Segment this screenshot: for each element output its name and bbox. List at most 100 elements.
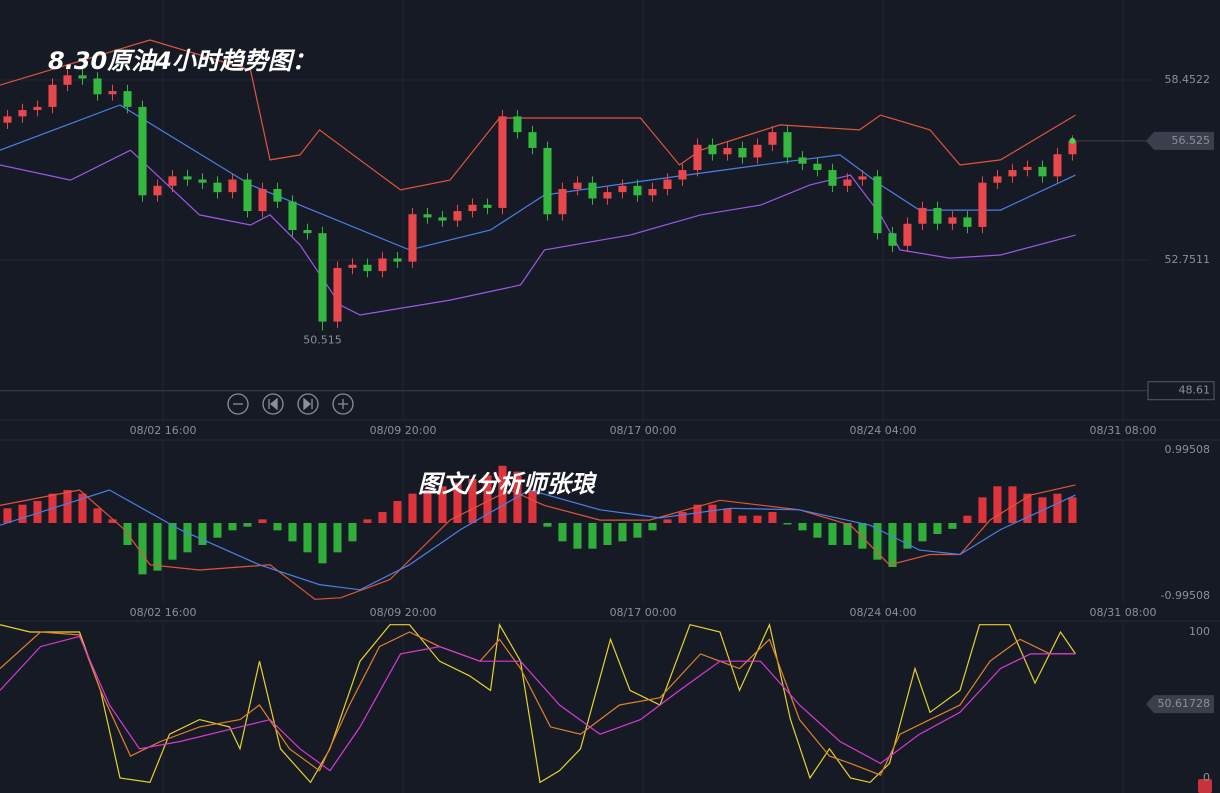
histogram-bar <box>1068 497 1077 523</box>
histogram-bar <box>858 523 867 549</box>
histogram-bar <box>843 523 852 546</box>
candle-body <box>858 176 867 180</box>
candle-body <box>78 75 87 79</box>
candle-body <box>903 223 912 246</box>
candle-body <box>258 188 267 212</box>
histogram-bar <box>588 523 597 549</box>
histogram-bar <box>153 523 162 571</box>
candle-body <box>273 188 282 202</box>
histogram-bar <box>33 500 42 523</box>
y-tick-label: 52.7511 <box>1165 253 1211 266</box>
candle-body <box>603 192 612 199</box>
candle-body <box>708 144 717 155</box>
histogram-bar <box>933 523 942 535</box>
candle-body <box>633 185 642 196</box>
x-tick-label: 08/31 08:00 <box>1090 424 1157 437</box>
histogram-bar <box>78 493 87 523</box>
candle-body <box>783 132 792 158</box>
candle-body <box>453 211 462 221</box>
chart-title: 8.30原油4小时趋势图： <box>48 47 316 75</box>
y-tick-label: 58.4522 <box>1165 73 1211 86</box>
indicator-line <box>0 622 1076 784</box>
histogram-bar <box>108 519 117 523</box>
histogram-bar <box>978 497 987 523</box>
icon <box>303 397 313 411</box>
histogram-bar <box>138 523 147 575</box>
indicator-line <box>0 489 1076 591</box>
zoom-in-button[interactable] <box>332 393 354 415</box>
zoom-controls <box>227 393 354 415</box>
candle-body <box>873 176 882 234</box>
candle-body <box>1038 166 1047 177</box>
y-tick-label: 0 <box>1203 771 1210 784</box>
histogram-bar <box>348 523 357 542</box>
histogram-bar <box>468 478 477 523</box>
candle-body <box>483 204 492 208</box>
candle-body <box>528 132 537 148</box>
indicator-line <box>0 39 1076 191</box>
y-tick-label: 100 <box>1189 625 1210 638</box>
candle-body <box>513 116 522 133</box>
histogram-bar <box>888 523 897 568</box>
histogram-bar <box>753 515 762 523</box>
histogram-bar <box>618 523 627 542</box>
candle-body <box>63 75 72 85</box>
zoom-out-button[interactable] <box>227 393 249 415</box>
candle-body <box>663 179 672 189</box>
histogram-bar <box>873 523 882 560</box>
histogram-bar <box>558 523 567 542</box>
candle-body <box>18 110 27 117</box>
histogram-bar <box>378 511 387 523</box>
candle-body <box>813 163 822 171</box>
prev-button[interactable] <box>262 393 284 415</box>
candle-body <box>843 179 852 186</box>
candle-body <box>93 78 102 95</box>
candle-body <box>978 182 987 227</box>
histogram-bar <box>18 504 27 523</box>
candle-body <box>963 217 972 227</box>
reference-label: 48.61 <box>1179 384 1211 397</box>
histogram-bar <box>93 508 102 523</box>
candle-body <box>888 233 897 246</box>
candle-body <box>573 182 582 189</box>
candle-body <box>363 264 372 272</box>
candle-body <box>423 214 432 218</box>
candle-body <box>753 144 762 158</box>
histogram-bar <box>573 523 582 549</box>
histogram-bar <box>948 523 957 529</box>
candle-body <box>303 230 312 234</box>
histogram-bar <box>198 523 207 546</box>
candle-body <box>393 258 402 262</box>
candle-body <box>1053 154 1062 177</box>
low-annotation: 50.515 <box>303 334 342 347</box>
histogram-bar <box>993 486 1002 523</box>
histogram-bar <box>453 482 462 523</box>
candle-body <box>1023 166 1032 171</box>
histogram-bar <box>963 515 972 523</box>
candle-body <box>558 188 567 215</box>
x-tick-label: 08/17 00:00 <box>610 606 677 619</box>
next-button[interactable] <box>297 393 319 415</box>
candle-body <box>213 182 222 193</box>
x-tick-label: 08/31 08:00 <box>1090 606 1157 619</box>
histogram-bar <box>318 523 327 564</box>
histogram-bar <box>723 508 732 523</box>
y-tick-label: -0.99508 <box>1161 589 1210 602</box>
candle-body <box>828 170 837 186</box>
candle-body <box>333 267 342 322</box>
histogram-bar <box>768 511 777 523</box>
histogram-bar <box>243 523 252 527</box>
histogram-bar <box>183 523 192 553</box>
histogram-bar <box>813 523 822 538</box>
candle-body <box>678 170 687 180</box>
candle-body <box>408 214 417 262</box>
candle-body <box>693 144 702 171</box>
histogram-bar <box>303 523 312 553</box>
x-tick-label: 08/17 00:00 <box>610 424 677 437</box>
candle-body <box>1008 170 1017 177</box>
histogram-bar <box>228 523 237 531</box>
candle-body <box>33 106 42 111</box>
candle-body <box>933 207 942 224</box>
